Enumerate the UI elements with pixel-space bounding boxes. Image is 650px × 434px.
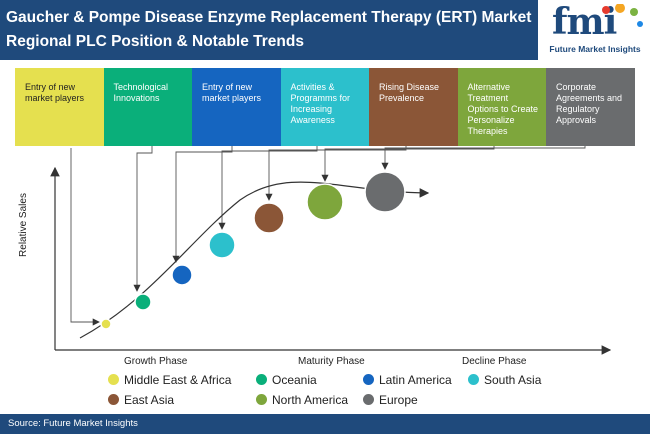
legend-item: Middle East & Africa bbox=[108, 373, 231, 387]
trend-box-4: Activities & Programms for Increasing Aw… bbox=[280, 68, 370, 146]
legend-label: Latin America bbox=[379, 373, 452, 387]
legend-label: North America bbox=[272, 393, 349, 407]
logo-dots-icon bbox=[602, 4, 643, 27]
logo-dot bbox=[630, 8, 638, 16]
legend-item: Latin America bbox=[363, 373, 452, 387]
trend-box-3: Entry of new market players bbox=[192, 68, 281, 146]
legend-label: East Asia bbox=[124, 393, 175, 407]
phase-label-3: Decline Phase bbox=[458, 356, 531, 367]
connector-2 bbox=[133, 146, 153, 292]
legend-label: Europe bbox=[379, 393, 418, 407]
legend-swatch-icon bbox=[256, 394, 267, 405]
trend-box-2: Technological Innovations bbox=[103, 68, 193, 146]
legend-label: South Asia bbox=[484, 373, 542, 387]
connector-4 bbox=[218, 146, 318, 230]
legend-item: South Asia bbox=[468, 373, 541, 387]
legend-swatch-icon bbox=[468, 374, 479, 385]
phase-label-2: Maturity Phase bbox=[294, 356, 369, 367]
connector-6 bbox=[321, 146, 495, 182]
source-note: Source: Future Market Insights bbox=[8, 418, 138, 429]
footer: Source: Future Market Insights bbox=[0, 414, 650, 434]
bubble-middle-east-africa bbox=[100, 318, 112, 330]
legend-item: Oceania bbox=[256, 373, 317, 387]
legend-swatch-icon bbox=[108, 374, 119, 385]
legend-label: Middle East & Africa bbox=[124, 373, 232, 387]
bubble-oceania bbox=[134, 293, 152, 311]
legend-swatch-icon bbox=[108, 394, 119, 405]
trend-box-6: Alternative Treatment Options to Create … bbox=[457, 68, 547, 146]
connector-1 bbox=[70, 148, 100, 326]
legend-swatch-icon bbox=[256, 374, 267, 385]
legend-item: North America bbox=[256, 393, 348, 407]
trend-box-1: Entry of new market players bbox=[15, 68, 104, 146]
legend-swatch-icon bbox=[363, 374, 374, 385]
legend-swatch-icon bbox=[363, 394, 374, 405]
logo-text: Future Market Insights bbox=[549, 44, 641, 54]
logo-dot bbox=[615, 4, 625, 13]
logo-dot bbox=[637, 21, 643, 27]
logo-dot bbox=[602, 6, 610, 14]
legend-item: East Asia bbox=[108, 393, 174, 407]
header-banner: Gaucher & Pompe Disease Enzyme Replaceme… bbox=[0, 0, 650, 60]
bubble-europe bbox=[364, 171, 406, 213]
legend-item: Europe bbox=[363, 393, 418, 407]
connector-7 bbox=[381, 146, 586, 170]
bubble-latin-america bbox=[171, 264, 193, 286]
page-title: Gaucher & Pompe Disease Enzyme Replaceme… bbox=[6, 9, 532, 50]
logo: fmi Future Market Insights bbox=[538, 0, 650, 60]
bubble-north-america bbox=[306, 183, 344, 221]
bubble-south-asia bbox=[208, 231, 236, 259]
legend-label: Oceania bbox=[272, 373, 317, 387]
trend-box-5: Rising Disease Prevalence bbox=[369, 68, 458, 146]
y-axis-label: Relative Sales bbox=[18, 193, 29, 257]
phase-label-1: Growth Phase bbox=[120, 356, 192, 367]
connector-3 bbox=[172, 146, 233, 263]
trend-box-7: Corporate Agreements and Regulatory Appr… bbox=[546, 68, 635, 146]
bubble-east-asia bbox=[253, 202, 285, 234]
